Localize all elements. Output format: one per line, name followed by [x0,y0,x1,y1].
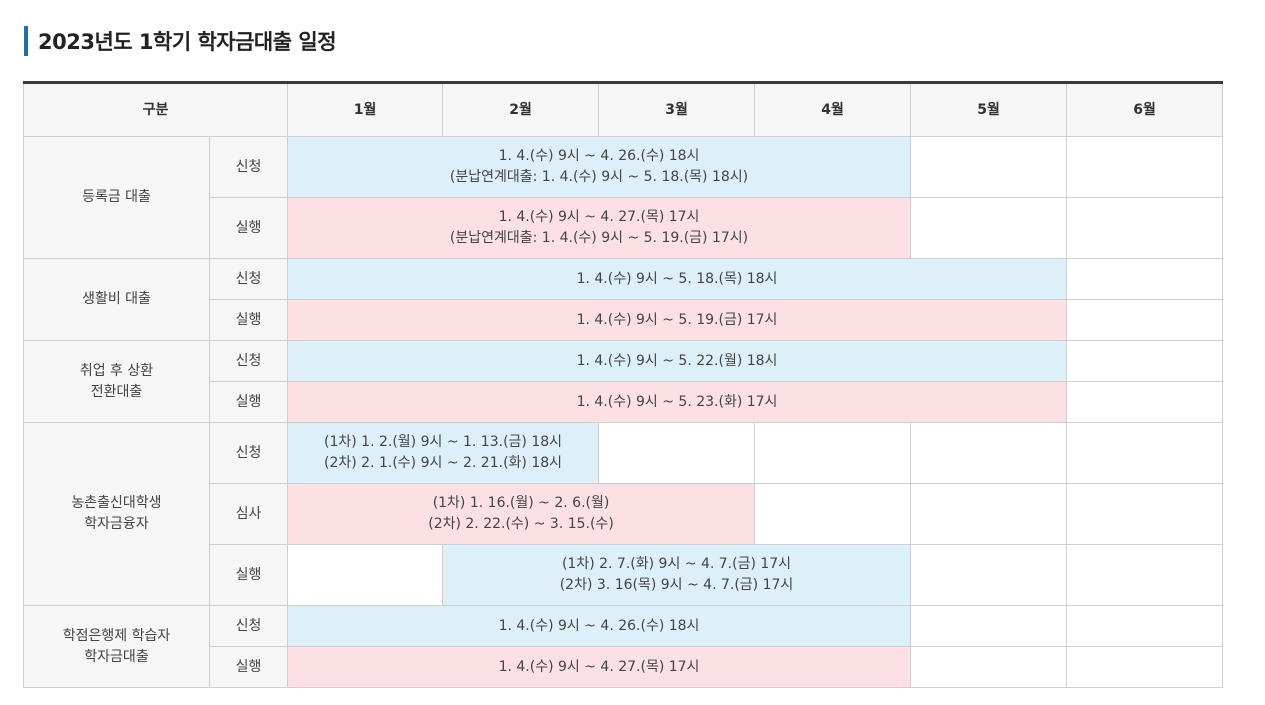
schedule-bar-apply: 1. 4.(수) 9시 ~ 5. 18.(목) 18시 [287,258,1068,300]
empty-cell [1066,544,1224,606]
row-label-exec: 실행 [208,381,289,423]
header-category: 구분 [22,82,289,137]
empty-cell [1066,136,1224,198]
loan-schedule-table: 구분 1월 2월 3월 4월 5월 6월 등록금 대출 신청 1. 4.(수) … [22,81,1224,688]
row-label-review: 심사 [208,483,289,545]
section-name-living: 생활비 대출 [23,258,210,341]
empty-cell [1066,258,1224,300]
section-name-line: 전환대출 [90,383,143,400]
schedule-text: (2차) 3. 16(목) 9시 ~ 4. 7.(금) 17시 [559,577,794,593]
table-row: 실행 1. 4.(수) 9시 ~ 4. 27.(목) 17시 [24,646,1224,688]
empty-cell [910,646,1068,688]
table-row: 실행 (1차) 2. 7.(화) 9시 ~ 4. 7.(금) 17시 (2차) … [24,544,1224,606]
schedule-text: (2차) 2. 22.(수) ~ 3. 15.(수) [428,516,614,532]
empty-cell [1066,197,1224,259]
schedule-text: (분납연계대출: 1. 4.(수) 9시 ~ 5. 19.(금) 17시) [449,230,749,246]
section-name-rural: 농촌출신대학생 학자금융자 [23,422,210,606]
section-name-line: 취업 후 상환 [79,362,154,379]
table-row: 취업 후 상환 전환대출 신청 1. 4.(수) 9시 ~ 5. 22.(월) … [23,340,1224,423]
schedule-text: (1차) 1. 16.(월) ~ 2. 6.(월) [432,495,610,511]
empty-cell [910,544,1068,606]
empty-cell [910,136,1068,198]
empty-cell [1066,299,1224,341]
table-row: 학점은행제 학습자 학자금대출 신청 1. 4.(수) 9시 ~ 4. 26.(… [23,605,1224,688]
row-label-apply: 신청 [208,340,289,382]
schedule-bar-exec: 1. 4.(수) 9시 ~ 4. 27.(목) 17시 (분납연계대출: 1. … [287,197,912,259]
row-label-apply: 신청 [208,605,289,647]
empty-cell [1066,605,1224,647]
empty-cell [910,483,1068,545]
header-month: 2월 [442,82,600,137]
schedule-bar-exec: (1차) 2. 7.(화) 9시 ~ 4. 7.(금) 17시 (2차) 3. … [442,544,912,606]
schedule-bar-exec: 1. 4.(수) 9시 ~ 4. 27.(목) 17시 [287,646,912,688]
table-row: 생활비 대출 신청 1. 4.(수) 9시 ~ 5. 18.(목) 18시 [23,258,1224,341]
empty-cell [1066,340,1224,382]
schedule-text: (2차) 2. 1.(수) 9시 ~ 2. 21.(화) 18시 [324,455,563,471]
page-title: 2023년도 1학기 학자금대출 일정 [38,30,337,54]
table-header-row: 구분 1월 2월 3월 4월 5월 6월 [22,82,1224,137]
empty-cell [910,197,1068,259]
section-name-employment: 취업 후 상환 전환대출 [23,340,210,423]
schedule-bar-apply: 1. 4.(수) 9시 ~ 4. 26.(수) 18시 (분납연계대출: 1. … [287,136,912,198]
table-row: 농촌출신대학생 학자금융자 신청 (1차) 1. 2.(월) 9시 ~ 1. 1… [23,422,1224,606]
section-name-line: 학자금융자 [84,516,149,532]
table-row: 등록금 대출 신청 1. 4.(수) 9시 ~ 4. 26.(수) 18시 (분… [23,136,1224,259]
empty-cell [1066,646,1224,688]
page-title-wrap: 2023년도 1학기 학자금대출 일정 [24,26,337,56]
header-month: 1월 [287,82,444,137]
row-label-apply: 신청 [208,136,289,198]
schedule-bar-review: (1차) 1. 16.(월) ~ 2. 6.(월) (2차) 2. 22.(수)… [287,483,756,545]
section-name-credit-bank: 학점은행제 학습자 학자금대출 [23,605,210,688]
row-label-exec: 실행 [208,544,289,606]
schedule-bar-apply: 1. 4.(수) 9시 ~ 4. 26.(수) 18시 [287,605,912,647]
schedule-text: (1차) 1. 2.(월) 9시 ~ 1. 13.(금) 18시 [324,434,563,450]
schedule-text: 1. 4.(수) 9시 ~ 4. 26.(수) 18시 [498,148,700,164]
table-row: 실행 1. 4.(수) 9시 ~ 5. 19.(금) 17시 [24,299,1224,341]
header-month: 4월 [754,82,912,137]
table-row: 실행 1. 4.(수) 9시 ~ 5. 23.(화) 17시 [24,381,1224,423]
row-label-exec: 실행 [208,299,289,341]
empty-cell [1066,422,1224,484]
schedule-text: 1. 4.(수) 9시 ~ 4. 27.(목) 17시 [498,209,700,225]
empty-cell [910,605,1068,647]
schedule-bar-exec: 1. 4.(수) 9시 ~ 5. 19.(금) 17시 [287,299,1068,341]
schedule-bar-apply: 1. 4.(수) 9시 ~ 5. 22.(월) 18시 [287,340,1068,382]
header-month: 3월 [598,82,756,137]
schedule-bar-exec: 1. 4.(수) 9시 ~ 5. 23.(화) 17시 [287,381,1068,423]
empty-cell [287,544,444,606]
row-label-exec: 실행 [208,646,289,688]
section-name-tuition: 등록금 대출 [23,136,210,259]
title-accent-bar [24,26,28,56]
empty-cell [598,422,756,484]
section-name-line: 학점은행제 학습자 [62,627,171,644]
schedule-text: (분납연계대출: 1. 4.(수) 9시 ~ 5. 18.(목) 18시) [449,169,749,185]
empty-cell [754,422,912,484]
empty-cell [1066,381,1224,423]
header-month: 6월 [1066,82,1224,137]
table-row: 실행 1. 4.(수) 9시 ~ 4. 27.(목) 17시 (분납연계대출: … [24,197,1224,259]
row-label-apply: 신청 [208,258,289,300]
row-label-exec: 실행 [208,197,289,259]
header-month: 5월 [910,82,1068,137]
empty-cell [910,422,1068,484]
empty-cell [754,483,912,545]
section-name-line: 농촌출신대학생 [71,495,162,511]
row-label-apply: 신청 [208,422,289,484]
section-name-line: 학자금대출 [84,648,149,665]
schedule-bar-apply: (1차) 1. 2.(월) 9시 ~ 1. 13.(금) 18시 (2차) 2.… [287,422,600,484]
empty-cell [1066,483,1224,545]
schedule-text: (1차) 2. 7.(화) 9시 ~ 4. 7.(금) 17시 [561,556,792,572]
